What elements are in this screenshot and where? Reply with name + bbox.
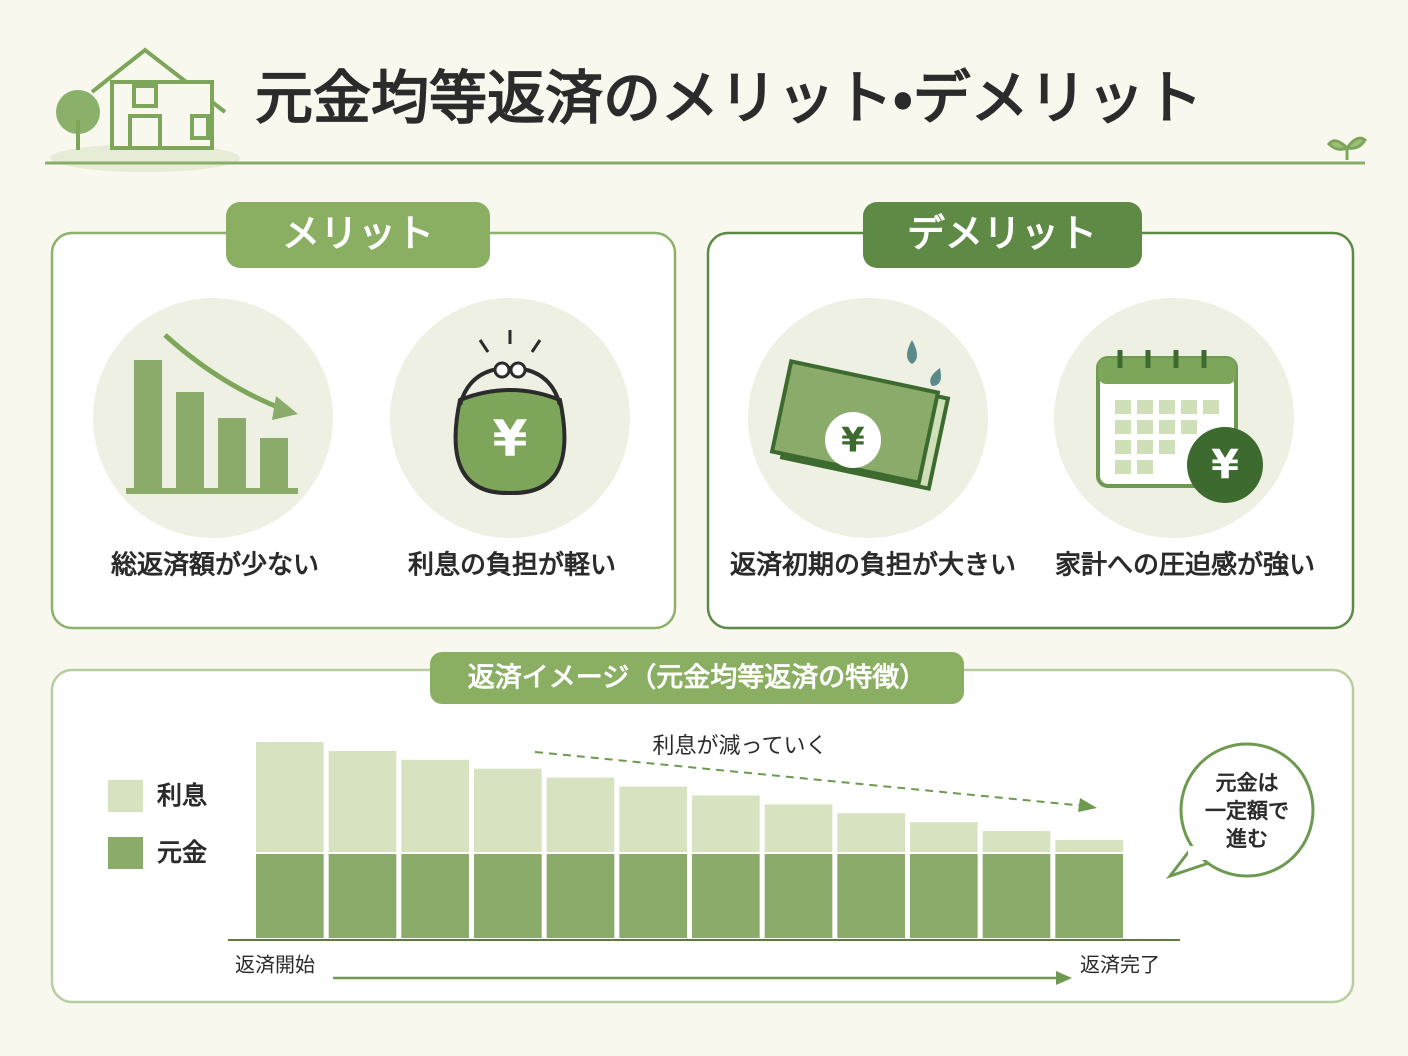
bills-icon: ¥ — [769, 340, 951, 491]
demerit-item: 家計への圧迫感が強い — [1055, 550, 1315, 581]
principal-block — [982, 854, 1051, 938]
merit-badge — [226, 202, 490, 268]
icon-circle — [93, 298, 333, 538]
annotation: 利息が減っていく — [653, 734, 828, 759]
legend-swatch — [108, 780, 143, 812]
bar-down-icon — [126, 333, 298, 494]
principal-block — [546, 854, 615, 938]
calendar-icon: ¥ — [1096, 350, 1263, 503]
interest-block — [328, 750, 397, 852]
interest-block — [982, 831, 1051, 852]
svg-text:¥: ¥ — [841, 421, 865, 461]
interest-block — [401, 759, 469, 852]
interest-block — [256, 742, 324, 852]
arrow-head — [1056, 971, 1072, 985]
principal-block — [474, 854, 542, 938]
svg-text:¥: ¥ — [493, 410, 528, 468]
bubble-text: 進む — [1226, 827, 1268, 851]
interest-block — [546, 777, 615, 852]
interest-block — [837, 813, 905, 852]
merit-item: 利息の負担が軽い — [408, 550, 616, 581]
principal-block — [619, 854, 687, 938]
schematic-bars — [256, 742, 1123, 938]
end-label: 返済完了 — [1080, 953, 1160, 977]
bubble-text: 元金は — [1216, 771, 1279, 795]
principal-block — [401, 854, 469, 938]
title: 元金均等返済のメリット・デメリット — [255, 64, 1203, 132]
legend-label: 利息 — [157, 781, 207, 810]
demerit-badge — [863, 202, 1142, 268]
principal-block — [692, 854, 760, 938]
purse-icon: ¥ — [453, 330, 567, 496]
principal-block — [256, 854, 324, 938]
legend-label: 元金 — [157, 838, 207, 867]
house-icon — [50, 47, 240, 172]
bubble-joint — [1188, 846, 1210, 860]
sprout-icon — [1327, 136, 1367, 160]
image-badge — [430, 652, 964, 704]
bubble-text: 一定額で — [1205, 799, 1289, 823]
interest-block — [764, 804, 833, 852]
principal-block — [1055, 854, 1123, 938]
principal-block — [910, 854, 978, 938]
arrow-head — [1078, 798, 1097, 812]
demerit-label: デメリット — [907, 212, 1097, 256]
svg-text:¥: ¥ — [1211, 442, 1239, 488]
interest-block — [1055, 840, 1123, 852]
merit-label: メリット — [282, 212, 434, 256]
principal-block — [328, 854, 397, 938]
image-title: 返済イメージ（元金均等返済の特徴） — [468, 662, 926, 694]
principal-block — [764, 854, 833, 938]
interest-block — [474, 768, 542, 852]
merit-item: 総返済額が少ない — [111, 550, 319, 581]
start-label: 返済開始 — [235, 953, 315, 977]
speech-bubble — [1179, 742, 1315, 878]
principal-block — [837, 854, 905, 938]
interest-block — [692, 795, 760, 852]
legend-swatch — [108, 837, 143, 869]
interest-block — [619, 786, 687, 852]
interest-block — [910, 822, 978, 852]
demerit-item: 返済初期の負担が大きい — [730, 550, 1016, 581]
